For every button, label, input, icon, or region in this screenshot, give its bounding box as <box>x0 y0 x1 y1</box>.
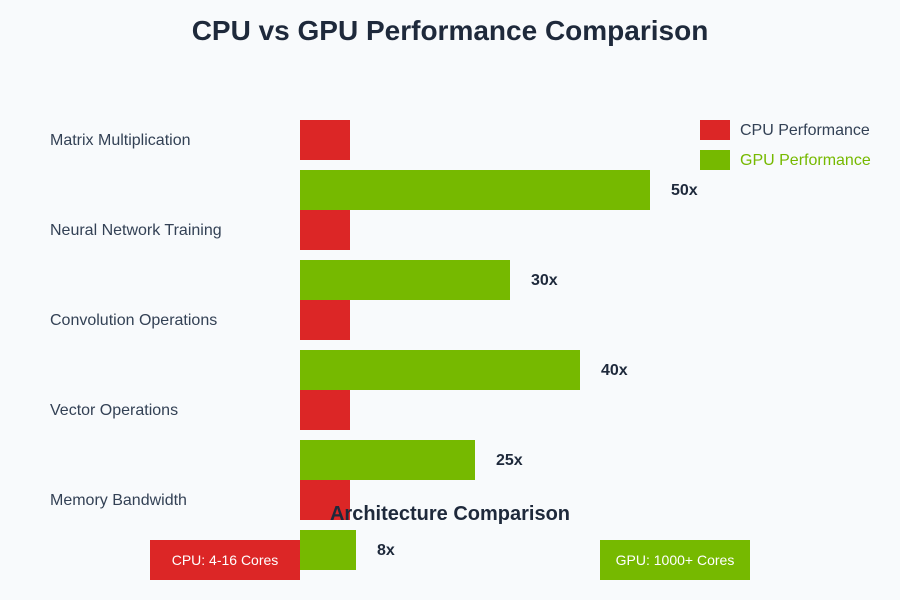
cpu-bar-matrix-multiplication <box>300 120 350 160</box>
cpu-bar-neural-network-training <box>300 210 350 250</box>
gpu-value-label-convolution-operations: 40x <box>601 362 628 379</box>
gpu-bar-matrix-multiplication <box>300 170 650 210</box>
legend-swatch-cpu <box>700 120 730 140</box>
gpu-bar-convolution-operations <box>300 350 580 390</box>
gpu-bar-memory-bandwidth <box>300 530 356 570</box>
cpu-cores-box <box>150 540 300 580</box>
cpu-bar-memory-bandwidth <box>300 480 350 520</box>
legend: CPU Performance GPU Performance <box>700 120 871 170</box>
gpu-cores-box <box>600 540 750 580</box>
gpu-cores-label: GPU: 1000+ Cores <box>616 552 735 568</box>
gpu-bar-neural-network-training <box>300 260 510 300</box>
legend-label-cpu: CPU Performance <box>740 122 870 139</box>
cpu-bar-convolution-operations <box>300 300 350 340</box>
architecture-title: Architecture Comparison <box>330 503 570 525</box>
gpu-bar-vector-operations <box>300 440 475 480</box>
category-label-neural-network-training: Neural Network Training <box>50 222 222 239</box>
gpu-value-label-matrix-multiplication: 50x <box>671 182 698 199</box>
cpu-cores-label: CPU: 4-16 Cores <box>172 552 279 568</box>
category-label-matrix-multiplication: Matrix Multiplication <box>50 132 190 149</box>
chart-title: CPU vs GPU Performance Comparison <box>192 15 709 46</box>
legend-label-gpu: GPU Performance <box>740 152 871 169</box>
category-label-vector-operations: Vector Operations <box>50 402 178 419</box>
bars-group: Matrix Multiplication 50x Neural Network T… <box>50 120 698 570</box>
gpu-value-label-vector-operations: 25x <box>496 452 523 469</box>
category-label-convolution-operations: Convolution Operations <box>50 312 217 329</box>
category-label-memory-bandwidth: Memory Bandwidth <box>50 492 187 509</box>
cpu-bar-vector-operations <box>300 390 350 430</box>
gpu-value-label-neural-network-training: 30x <box>531 272 558 289</box>
legend-swatch-gpu <box>700 150 730 170</box>
gpu-value-label-memory-bandwidth: 8x <box>377 542 395 559</box>
